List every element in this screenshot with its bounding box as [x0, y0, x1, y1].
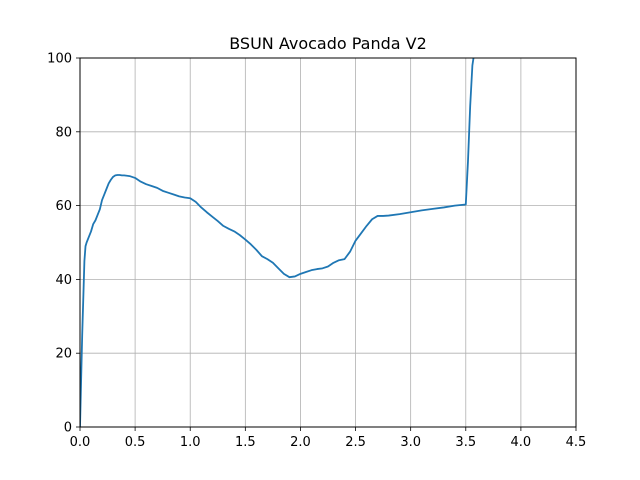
- grid-lines: [79, 57, 577, 428]
- y-axis: 0 20 40 60 80 100: [47, 52, 80, 436]
- y-tick-label: 20: [55, 347, 72, 362]
- x-tick-label: 3.5: [455, 435, 476, 450]
- x-tick-label: 1.0: [180, 435, 201, 450]
- y-tick-label: 60: [55, 199, 72, 214]
- x-tick-label: 0.0: [70, 435, 91, 450]
- x-tick-label: 3.0: [400, 435, 421, 450]
- series-line: [80, 58, 475, 427]
- x-tick-label: 1.5: [235, 435, 256, 450]
- y-tick-label: 40: [55, 273, 72, 288]
- x-tick-label: 4.5: [566, 435, 587, 450]
- y-tick-label: 80: [55, 125, 72, 140]
- chart-title: BSUN Avocado Panda V2: [229, 34, 427, 53]
- x-tick-label: 0.5: [125, 435, 146, 450]
- y-tick-label: 100: [47, 52, 72, 67]
- x-tick-label: 4.0: [511, 435, 532, 450]
- series-lines: [80, 58, 475, 427]
- plot-frame: [79, 57, 577, 428]
- x-tick-label: 2.5: [345, 435, 366, 450]
- y-tick-label: 0: [64, 421, 72, 436]
- x-tick-label: 2.0: [290, 435, 311, 450]
- x-axis: 0.0 0.5 1.0 1.5 2.0 2.5 3.0 3.5 4.0 4.5: [70, 427, 587, 450]
